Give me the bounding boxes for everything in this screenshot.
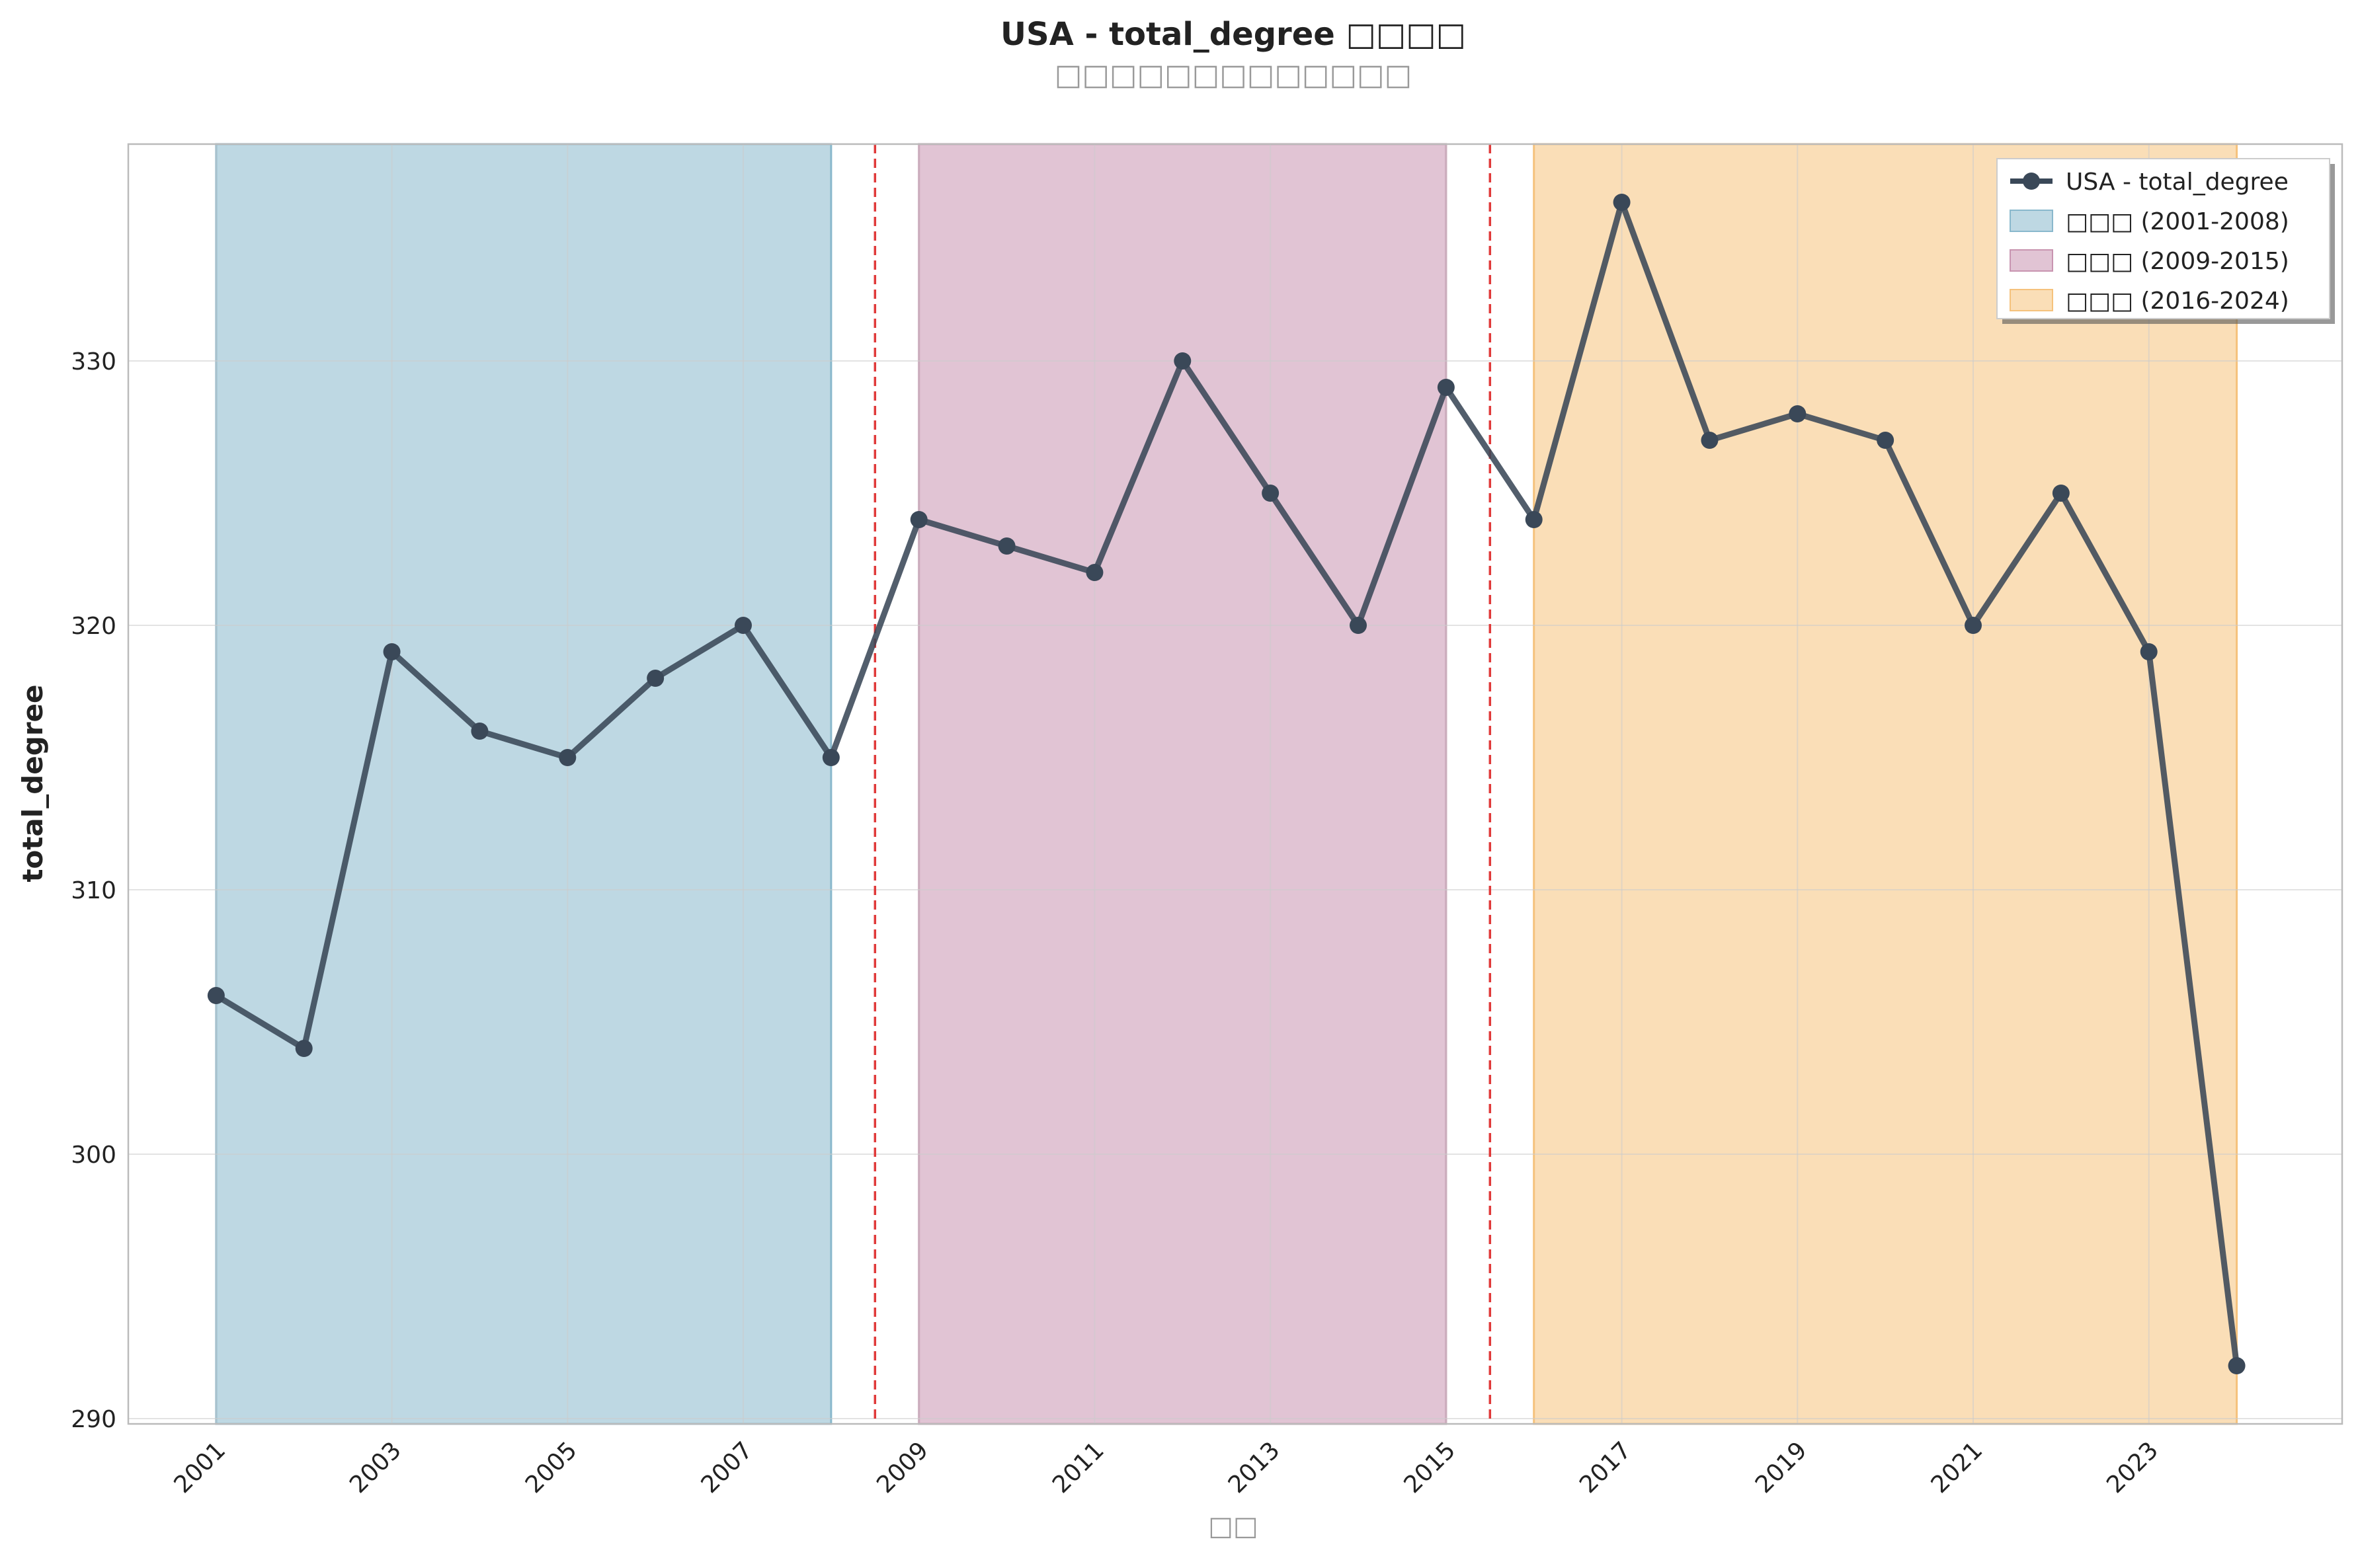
data-point (471, 723, 489, 740)
y-tick-label: 330 (71, 348, 116, 375)
period-band-1 (215, 143, 833, 1425)
data-point (647, 670, 665, 687)
data-point (1965, 617, 1982, 634)
data-point (822, 749, 840, 766)
series-line (213, 199, 2240, 1369)
data-point (1525, 511, 1543, 528)
data-point (2052, 485, 2070, 502)
period-band-2 (918, 143, 1447, 1425)
x-axis-label: □□ (1208, 1511, 1258, 1542)
legend-marker (2023, 173, 2040, 190)
data-point (2140, 643, 2158, 660)
y-tick-label: 290 (71, 1406, 116, 1433)
data-point (2228, 1357, 2246, 1374)
plot-frame (127, 143, 2343, 1425)
chart-title: USA - total_degree □□□□ (1000, 16, 1466, 53)
grid (128, 144, 2342, 1424)
data-point (383, 643, 401, 660)
period-band-3 (1533, 143, 2238, 1425)
data-point (1086, 564, 1104, 581)
legend: USA - total_degree □□□ (2001-2008) □□□ (20… (1996, 158, 2335, 324)
y-tick-label: 310 (71, 877, 116, 904)
data-point (998, 537, 1016, 555)
legend-label: □□□ (2016-2024) (2066, 288, 2289, 315)
legend-band-swatch (2010, 249, 2053, 272)
data-point (735, 617, 752, 634)
y-tick-label: 320 (71, 613, 116, 640)
data-point (1437, 379, 1455, 396)
y-axis-ticks: 290 300 310 320 330 (71, 348, 116, 1433)
y-tick-label: 300 (71, 1142, 116, 1169)
data-point (910, 511, 928, 528)
data-point (1262, 485, 1280, 502)
chart-subtitle: □□□□□□□□□□□□□ (1055, 58, 1412, 92)
data-point (207, 987, 225, 1004)
legend-band-swatch (2010, 210, 2053, 232)
period-dividers (874, 144, 1492, 1424)
data-point (1701, 432, 1719, 449)
legend-label: □□□ (2001-2008) (2066, 208, 2289, 235)
data-point (1174, 352, 1192, 370)
data-point (1350, 617, 1367, 634)
legend-band-swatch (2010, 289, 2053, 311)
legend-label: □□□ (2009-2015) (2066, 248, 2289, 275)
data-point (1613, 194, 1631, 211)
legend-label: USA - total_degree (2066, 169, 2289, 196)
series-layer (207, 194, 2246, 1374)
y-axis-label: total_degree (17, 684, 49, 882)
data-point (1789, 405, 1807, 422)
period-bands (215, 143, 2238, 1425)
data-point (295, 1040, 313, 1057)
data-point (1877, 432, 1894, 449)
data-point (559, 749, 577, 766)
